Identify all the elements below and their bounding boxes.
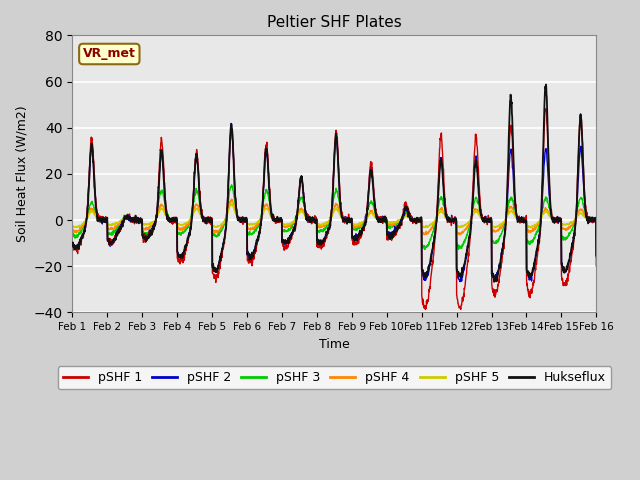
X-axis label: Time: Time [319,337,349,351]
Legend: pSHF 1, pSHF 2, pSHF 3, pSHF 4, pSHF 5, Hukseflux: pSHF 1, pSHF 2, pSHF 3, pSHF 4, pSHF 5, … [58,366,611,389]
Title: Peltier SHF Plates: Peltier SHF Plates [267,15,402,30]
Text: VR_met: VR_met [83,48,136,60]
Y-axis label: Soil Heat Flux (W/m2): Soil Heat Flux (W/m2) [15,106,28,242]
